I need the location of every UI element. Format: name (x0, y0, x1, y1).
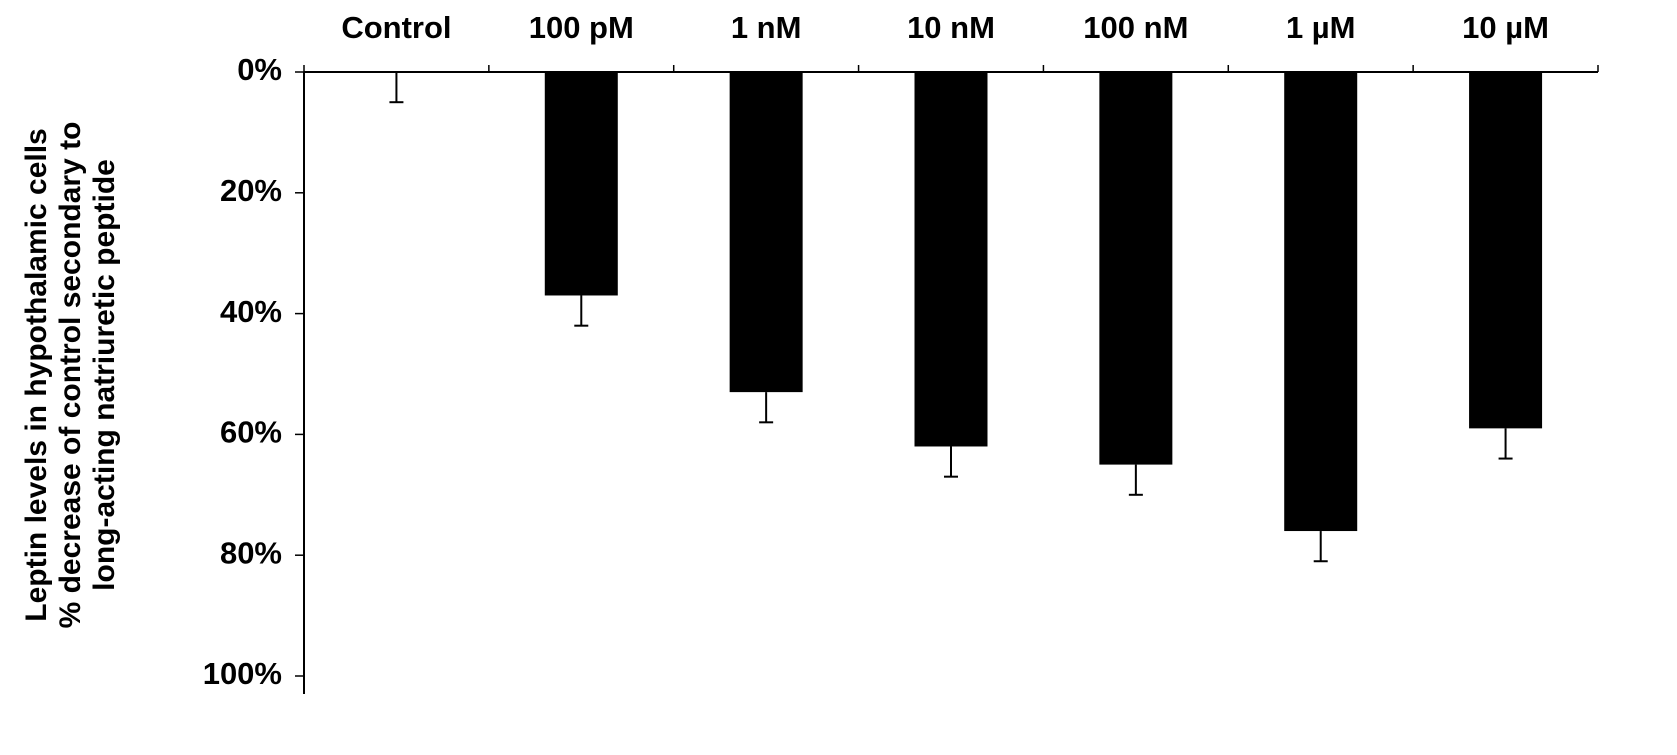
y-tick-label: 20% (220, 173, 282, 208)
bar (1099, 72, 1173, 465)
y-tick-label: 80% (220, 535, 282, 570)
category-label: 100 nM (1083, 10, 1188, 45)
bar (729, 72, 803, 393)
error-bars (389, 72, 1513, 563)
bar (914, 72, 988, 447)
y-tick-label: 100% (203, 656, 282, 691)
category-label: 1 µM (1286, 10, 1356, 45)
bars (544, 72, 1543, 532)
category-labels: Control 100 pM 1 nM 10 nM 100 nM 1 µM 10 µM (341, 10, 1549, 45)
category-label: 100 pM (529, 10, 634, 45)
category-label: 10 nM (907, 10, 995, 45)
y-axis-label-line-1: Leptin levels in hypothalamic cells (20, 128, 53, 622)
y-axis-ticks: 0% 20% 40% 60% 80% 100% (203, 52, 304, 691)
bar (1469, 72, 1543, 429)
bar (544, 72, 618, 296)
y-tick-label: 0% (237, 52, 282, 87)
category-label: Control (341, 10, 451, 45)
y-axis-label: Leptin levels in hypothalamic cells % de… (20, 122, 121, 629)
y-axis-label-line-3: long-acting natriuretic peptide (88, 159, 121, 591)
category-label: 1 nM (731, 10, 802, 45)
y-axis-label-line-2: % decrease of control secondary to (54, 122, 87, 629)
y-tick-label: 60% (220, 415, 282, 450)
y-tick-label: 40% (220, 294, 282, 329)
bar (1284, 72, 1358, 532)
category-label: 10 µM (1462, 10, 1549, 45)
